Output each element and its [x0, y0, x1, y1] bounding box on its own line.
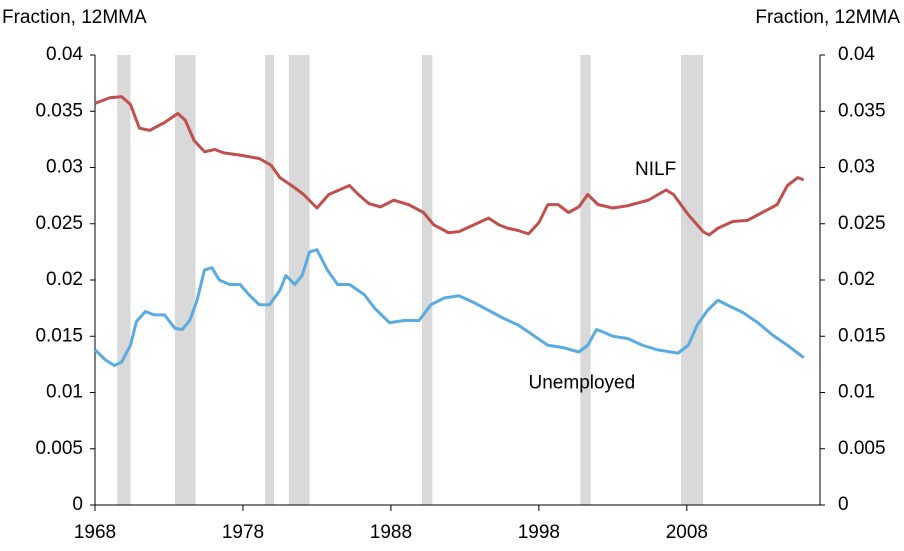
series-line	[93, 248, 805, 367]
y-tick-label-right: 0.01	[838, 382, 875, 403]
y-tick-label-left: 0.02	[46, 269, 83, 290]
recession-band	[174, 55, 196, 505]
y-tick-label-right: 0.04	[838, 44, 875, 65]
x-tick-label: 1978	[222, 522, 264, 543]
y-tick-label-right: 0.015	[838, 325, 886, 346]
y-tick-label-right: 0.025	[838, 213, 886, 234]
y-tick-label-right: 0.035	[838, 100, 886, 121]
series-line	[94, 95, 805, 237]
y-tick-label-left: 0.04	[46, 44, 83, 65]
x-tick-label: 1988	[370, 522, 412, 543]
annotation: Unemployed	[529, 373, 636, 394]
recession-band	[265, 55, 275, 505]
y-tick-label-left: 0.005	[35, 438, 83, 459]
y-axis-label-right: Fraction, 12MMA	[755, 7, 900, 28]
y-tick-label-left: 0.03	[46, 157, 83, 178]
y-tick-label-right: 0.005	[838, 438, 886, 459]
recession-band	[117, 55, 131, 505]
x-tick-label: 2008	[666, 522, 708, 543]
y-tick-label-left: 0.01	[46, 382, 83, 403]
recession-band	[580, 55, 591, 505]
annotation: NILF	[635, 159, 676, 180]
recession-band	[421, 55, 433, 505]
x-tick-label: 1968	[74, 522, 116, 543]
y-tick-label-right: 0.03	[838, 157, 875, 178]
recession-band	[680, 55, 704, 505]
y-tick-label-right: 0.02	[838, 269, 875, 290]
y-tick-label-right: 0	[838, 494, 849, 515]
y-axis-label-left: Fraction, 12MMA	[2, 7, 147, 28]
y-tick-label-left: 0	[72, 494, 83, 515]
y-tick-label-left: 0.015	[35, 325, 83, 346]
x-tick-label: 1998	[518, 522, 560, 543]
y-tick-label-left: 0.025	[35, 213, 83, 234]
y-tick-label-left: 0.035	[35, 100, 83, 121]
